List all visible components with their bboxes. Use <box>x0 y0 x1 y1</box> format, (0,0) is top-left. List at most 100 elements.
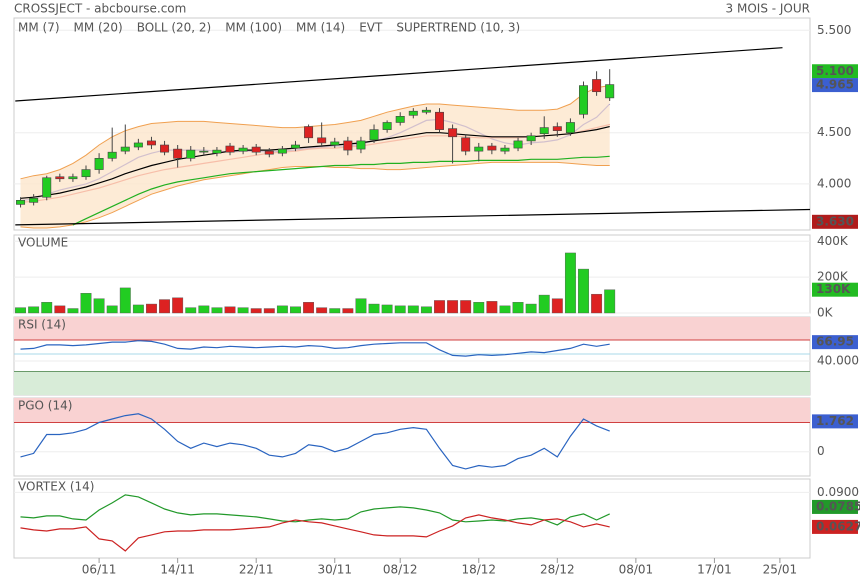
candle-body <box>186 149 196 159</box>
volume-bar <box>80 293 92 314</box>
candle-body <box>395 116 405 123</box>
volume-bar <box>198 305 210 314</box>
candle-body <box>238 147 248 152</box>
legend-entry: MM (20) <box>74 21 123 35</box>
candle-body <box>304 126 314 139</box>
indicator-line <box>72 155 610 226</box>
volume-bar <box>159 299 170 314</box>
legend-entry: BOLL (20, 2) <box>137 21 212 35</box>
value-badge <box>812 78 858 93</box>
candle-body <box>474 146 484 152</box>
volume-bar <box>473 302 485 314</box>
period: 3 MOIS - JOUR <box>726 2 810 16</box>
x-tick-label: 28/12 <box>540 563 575 577</box>
volume-bar <box>342 308 354 314</box>
volume-bar <box>290 306 301 314</box>
value-badge-label: 0.0785 <box>816 499 860 513</box>
volume-bar <box>211 307 223 314</box>
volume-bar <box>54 305 66 314</box>
band-fill <box>20 85 610 228</box>
site-title: CROSSJECT - abcbourse.com <box>14 2 186 16</box>
candle-body <box>487 145 497 151</box>
candle-body <box>290 144 300 149</box>
x-tick-label: 08/12 <box>383 563 418 577</box>
x-tick-label: 25/01 <box>763 563 798 577</box>
volume-bar <box>224 306 236 314</box>
indicator-line <box>20 340 610 357</box>
candle-body <box>94 158 104 170</box>
candle-body <box>29 197 39 203</box>
panel <box>13 234 811 314</box>
candle-body <box>160 144 170 153</box>
candle-body <box>55 176 65 180</box>
value-badge-label: 0.0627 <box>816 519 860 533</box>
candle-body <box>592 79 602 93</box>
candle-body <box>605 84 615 99</box>
value-badge-label: 4.965 <box>816 78 854 92</box>
value-badge <box>812 414 858 429</box>
volume-bar <box>263 308 275 314</box>
candle-body <box>448 128 458 138</box>
legend-entry: MM (7) <box>18 21 60 35</box>
candle-body <box>513 140 523 149</box>
x-tick-label: 22/11 <box>239 563 274 577</box>
value-badge <box>812 214 858 229</box>
panel-title: VOLUME <box>18 236 68 250</box>
x-tick-label: 18/12 <box>461 563 496 577</box>
volume-bar <box>512 302 524 314</box>
candle-body <box>212 149 222 154</box>
volume-bar <box>538 294 550 314</box>
volume-bar <box>67 308 79 314</box>
y-tick-label: 4.500 <box>817 125 851 139</box>
zone <box>14 371 810 395</box>
candle-body <box>107 151 117 159</box>
volume-bar <box>93 298 105 314</box>
x-tick-label: 17/01 <box>697 563 732 577</box>
volume-bar <box>604 289 616 314</box>
value-badge-label: 3.630 <box>816 214 854 228</box>
volume-bar <box>276 305 288 314</box>
candle-body <box>500 147 510 152</box>
zone <box>14 398 810 423</box>
candle-body <box>330 141 340 146</box>
volume-bar <box>434 300 445 314</box>
y-tick-label: 0K <box>817 306 834 320</box>
zone <box>14 317 810 341</box>
volume-bar <box>460 300 472 314</box>
candle-body <box>68 176 78 180</box>
candle-body <box>539 127 549 135</box>
candle-body <box>173 148 183 159</box>
indicator-line <box>20 413 610 470</box>
candle-body <box>251 146 261 153</box>
x-tick-label: 06/11 <box>82 563 117 577</box>
volume-bar <box>237 307 249 314</box>
candle-body <box>277 148 287 154</box>
y-tick-label: 4.000 <box>817 176 851 190</box>
trend-line <box>15 47 783 102</box>
candle-body <box>421 109 431 113</box>
volume-bar <box>250 308 262 314</box>
legend-entry: MM (100) <box>225 21 282 35</box>
volume-bar <box>407 305 419 314</box>
volume-bar <box>525 303 537 314</box>
candle-body <box>133 142 143 148</box>
y-tick-label: 0 <box>817 444 825 458</box>
trend-line <box>15 208 811 226</box>
panel-title: PGO (14) <box>18 399 72 413</box>
volume-bar <box>132 304 144 314</box>
volume-bar <box>394 305 406 314</box>
candle-body <box>408 110 418 116</box>
volume-bar <box>551 298 563 314</box>
volume-bar <box>316 307 328 314</box>
panel-title: RSI (14) <box>18 318 66 332</box>
legend-entry: EVT <box>359 21 383 35</box>
panel <box>13 478 811 559</box>
candle-body <box>579 85 588 115</box>
y-tick-label: 400K <box>817 234 849 248</box>
volume-bar <box>591 293 603 314</box>
value-badge <box>812 335 858 350</box>
candle-body <box>356 140 366 150</box>
volume-bar <box>185 307 197 314</box>
volume-bar <box>119 287 131 314</box>
